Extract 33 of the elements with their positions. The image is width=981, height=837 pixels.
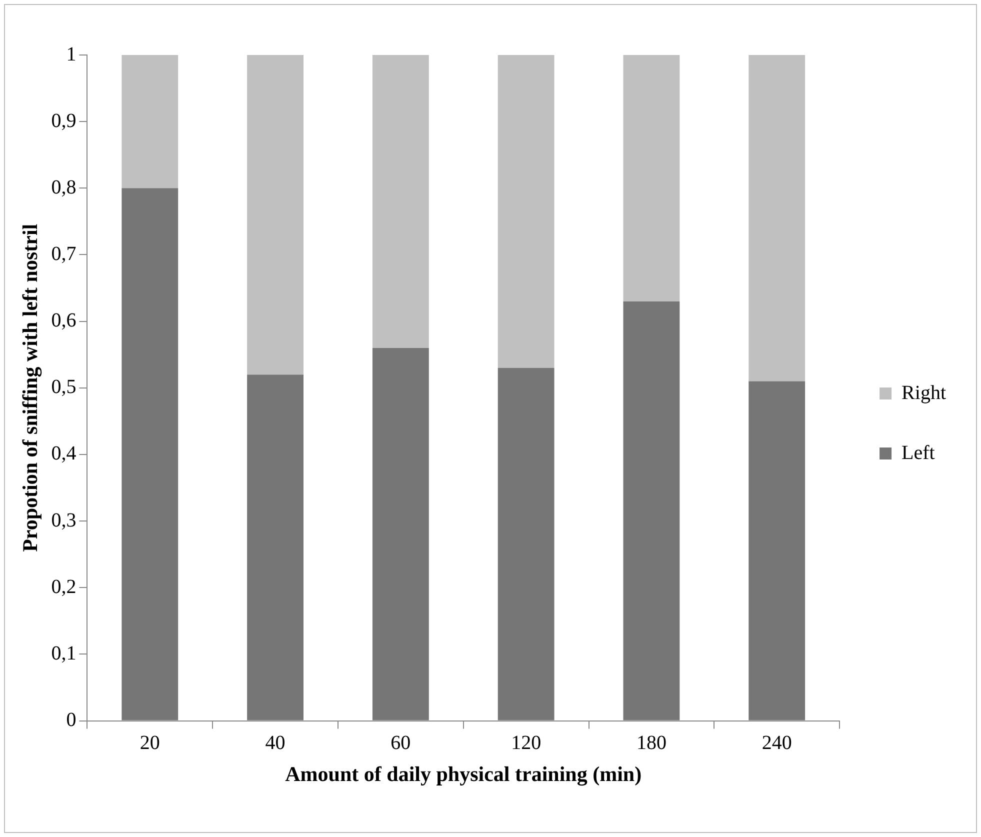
y-tick-label: 0,2 (51, 576, 76, 598)
bar (247, 374, 304, 720)
y-tick-label: 1 (66, 43, 76, 66)
y-tick-label: 0 (66, 709, 76, 732)
y-tick-label: 0,6 (51, 310, 76, 332)
bar (498, 55, 554, 368)
bar (122, 188, 178, 720)
y-tick-label: 0,3 (51, 509, 76, 532)
x-tick-label: 120 (511, 732, 542, 754)
bar (372, 55, 429, 348)
bar (498, 368, 554, 720)
x-tick-label: 180 (636, 732, 666, 754)
x-tick-label: 60 (390, 732, 411, 754)
y-tick-label: 0,8 (51, 176, 76, 198)
y-tick-label: 0,9 (51, 110, 76, 132)
legend-label: Right (902, 382, 946, 404)
bar (748, 55, 806, 382)
legend-label: Left (902, 442, 936, 464)
x-axis-title: Amount of daily physical training (min) (285, 762, 642, 786)
bar (623, 55, 680, 302)
x-tick-label: 240 (762, 732, 792, 754)
bar (372, 348, 429, 720)
y-tick-label: 0,7 (51, 242, 76, 265)
y-tick-label: 0,5 (51, 376, 76, 398)
bar (748, 381, 806, 720)
y-axis-title: Propotion of sniffing with left nostril (18, 224, 42, 552)
bar (247, 55, 304, 375)
y-tick-label: 0,1 (51, 642, 76, 664)
bar (122, 55, 178, 188)
x-tick-label: 20 (140, 732, 160, 754)
x-tick-label: 40 (265, 732, 286, 754)
y-tick-label: 0,4 (51, 442, 76, 465)
bar (623, 301, 680, 720)
